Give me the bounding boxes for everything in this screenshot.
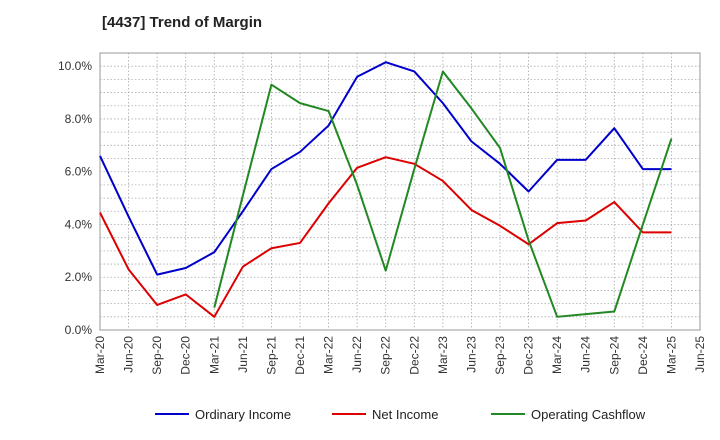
y-tick-label: 8.0% — [65, 112, 93, 126]
y-tick-label: 10.0% — [58, 59, 92, 73]
grid — [100, 53, 700, 330]
x-tick-label: Sep-21 — [264, 336, 278, 375]
x-tick-label: Mar-21 — [207, 336, 221, 374]
x-tick-label: Jun-21 — [236, 336, 250, 373]
x-tick-label: Jun-24 — [579, 336, 593, 373]
y-axis-ticks: 0.0% 2.0% 4.0% 6.0% 8.0% 10.0% — [58, 59, 92, 337]
legend: Ordinary Income Net Income Operating Cashf… — [155, 407, 646, 422]
y-tick-label: 4.0% — [65, 217, 93, 231]
y-tick-label: 2.0% — [65, 270, 93, 284]
legend-label-operating-cashflow: Operating Cashflow — [531, 407, 646, 422]
x-tick-label: Dec-22 — [407, 336, 421, 375]
series-line-ordinary-income — [99, 61, 672, 276]
x-axis-ticks: Mar-20 Jun-20 Sep-20 Dec-20 Mar-21 Jun-21 Sep-… — [93, 336, 707, 375]
series-lines — [99, 61, 673, 318]
x-tick-label: Sep-22 — [379, 336, 393, 375]
x-tick-label: Mar-23 — [436, 336, 450, 374]
x-tick-label: Jun-25 — [693, 336, 707, 373]
x-tick-label: Sep-23 — [493, 336, 507, 375]
x-tick-label: Mar-24 — [550, 336, 564, 374]
x-tick-label: Dec-21 — [293, 336, 307, 375]
legend-label-ordinary-income: Ordinary Income — [195, 407, 291, 422]
x-tick-label: Dec-23 — [522, 336, 536, 375]
x-tick-label: Sep-24 — [607, 336, 621, 375]
plot-area — [99, 52, 701, 331]
y-tick-label: 0.0% — [65, 323, 93, 337]
series-line-net-income — [99, 156, 672, 318]
x-tick-label: Dec-24 — [636, 336, 650, 375]
y-tick-label: 6.0% — [65, 165, 93, 179]
x-tick-label: Mar-20 — [93, 336, 107, 374]
legend-label-net-income: Net Income — [372, 407, 438, 422]
series-line-operating-cashflow — [213, 70, 673, 318]
x-tick-label: Jun-23 — [464, 336, 478, 373]
chart-title: [4437] Trend of Margin — [102, 14, 263, 31]
x-tick-label: Mar-22 — [322, 336, 336, 374]
x-tick-label: Dec-20 — [179, 336, 193, 375]
x-tick-label: Mar-25 — [664, 336, 678, 374]
x-tick-label: Jun-22 — [350, 336, 364, 373]
x-tick-label: Jun-20 — [122, 336, 136, 373]
x-tick-label: Sep-20 — [150, 336, 164, 375]
